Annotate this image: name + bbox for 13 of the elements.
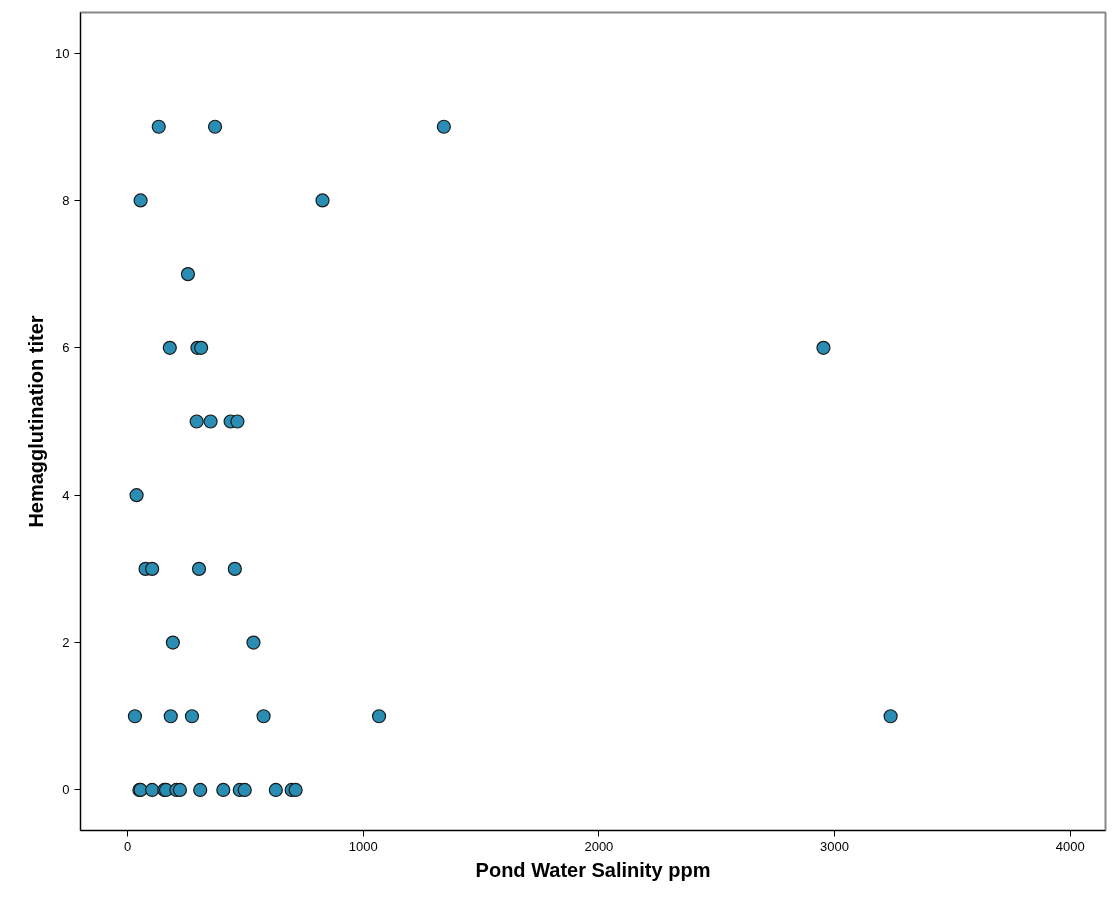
x-tick-label: 3000 xyxy=(820,838,849,854)
x-tick-label: 1000 xyxy=(348,838,378,854)
x-tick-label: 4000 xyxy=(1055,838,1085,854)
y-tick-label: 6 xyxy=(62,340,70,356)
y-tick-label: 4 xyxy=(62,487,70,503)
x-axis-title: Pond Water Salinity ppm xyxy=(475,858,711,881)
y-tick-label: 0 xyxy=(62,782,70,798)
x-tick-label: 0 xyxy=(124,838,132,854)
y-tick-label: 10 xyxy=(55,45,70,61)
x-tick-label: 2000 xyxy=(584,838,614,854)
y-tick-label: 8 xyxy=(62,192,70,208)
y-tick-label: 2 xyxy=(62,635,70,651)
y-axis-title: Hemagglutination titer xyxy=(25,315,48,528)
